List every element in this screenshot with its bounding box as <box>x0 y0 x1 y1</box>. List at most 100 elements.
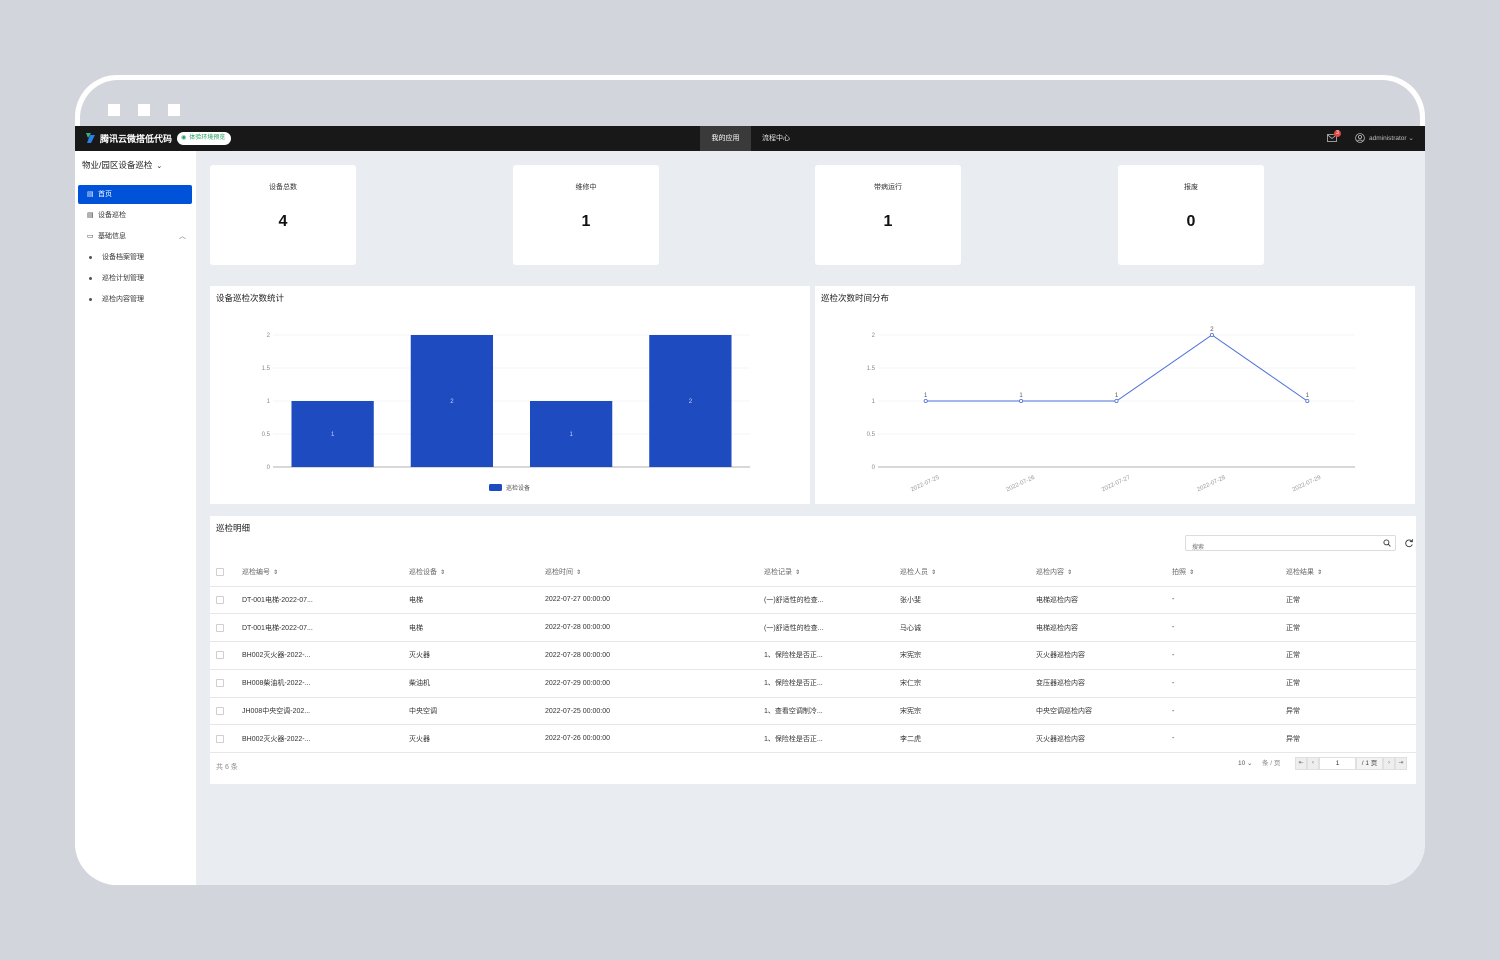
table-cell: 电梯巡检内容 <box>1036 613 1172 643</box>
sidebar-item-label: 首页 <box>98 191 112 198</box>
column-header-label: 巡检设备 <box>409 569 437 577</box>
row-checkbox[interactable] <box>216 651 224 660</box>
page-number-input[interactable]: 1 <box>1319 757 1356 770</box>
sidebar-subitem-label: 巡检内容管理 <box>102 296 144 303</box>
sort-icon[interactable]: ⇕ <box>1317 570 1323 577</box>
sort-icon[interactable]: ⇕ <box>795 570 801 577</box>
column-header[interactable]: 巡检编号 ⇕ <box>242 559 409 587</box>
column-header[interactable]: 巡检结果 ⇕ <box>1286 559 1416 587</box>
stat-label: 报废 <box>1184 184 1198 191</box>
table-row[interactable]: DT-001电梯-2022-07... 电梯 2022-07-27 00:00:… <box>210 586 1416 615</box>
row-checkbox-cell <box>210 724 242 754</box>
bar <box>649 335 732 467</box>
header-checkbox-cell <box>210 559 242 587</box>
user-menu[interactable]: administrator ⌄ <box>1369 126 1414 151</box>
y-tick-label: 1.5 <box>867 366 876 372</box>
bullet-icon <box>89 255 92 259</box>
env-preview-badge[interactable]: ◉ 体验环境预览 <box>177 132 232 145</box>
table-cell: BH008柴油机-2022-... <box>242 669 409 698</box>
chevron-down-icon: ⌄ <box>1408 135 1414 142</box>
folder-icon: ▭ <box>87 233 94 240</box>
tab-my-apps[interactable]: 我的应用 <box>700 126 751 151</box>
y-tick-label: 0 <box>267 465 271 471</box>
table-cell: BH002灭火器-2022-... <box>242 641 409 670</box>
bullet-icon <box>89 276 92 280</box>
prev-page-button[interactable]: ‹ <box>1307 757 1319 770</box>
stat-value: 1 <box>883 213 893 230</box>
row-checkbox[interactable] <box>216 679 224 688</box>
column-header[interactable]: 巡检设备 ⇕ <box>409 559 545 587</box>
stat-card-faulty-running: 带病运行 1 <box>815 165 961 265</box>
tab-process-center[interactable]: 流程中心 <box>762 135 790 142</box>
y-tick-label: 1 <box>872 399 876 405</box>
last-page-button[interactable]: ⇥ <box>1395 757 1407 770</box>
sort-icon[interactable]: ⇕ <box>931 570 937 577</box>
first-page-button[interactable]: ⇤ <box>1295 757 1307 770</box>
app-switcher[interactable]: 物业/园区设备巡检 ⌄ <box>82 159 162 171</box>
table-row[interactable]: DT-001电梯-2022-07... 电梯 2022-07-28 00:00:… <box>210 613 1416 643</box>
table-cell: 2022-07-26 00:00:00 <box>545 724 764 754</box>
window-dot <box>168 104 180 116</box>
sidebar-subitem-content[interactable]: 巡检内容管理 <box>89 294 144 304</box>
column-header[interactable]: 拍照 ⇕ <box>1172 559 1286 587</box>
column-header-label: 拍照 <box>1172 569 1186 577</box>
sidebar-subitem-device-archive[interactable]: 设备档案管理 <box>89 252 144 262</box>
table-cell: 正常 <box>1286 641 1416 670</box>
row-checkbox-cell <box>210 697 242 726</box>
sort-icon[interactable]: ⇕ <box>273 570 279 577</box>
sort-icon[interactable]: ⇕ <box>440 570 446 577</box>
x-tick-label: 2022-07-25 <box>910 475 941 494</box>
data-point <box>1114 399 1119 404</box>
table-cell: 宋仁宗 <box>900 669 1036 698</box>
table-row[interactable]: BH002灭火器-2022-... 灭火器 2022-07-28 00:00:0… <box>210 641 1416 670</box>
x-tick-label: 2022-07-27 <box>1101 475 1132 494</box>
column-header-label: 巡检结果 <box>1286 569 1314 577</box>
row-checkbox-cell <box>210 586 242 615</box>
y-tick-label: 2 <box>872 333 876 339</box>
stat-label: 设备总数 <box>269 184 297 191</box>
table-cell: 张小斐 <box>900 586 1036 615</box>
page-size-select[interactable]: 10 ⌄ <box>1238 757 1253 771</box>
page-size-unit: 条 / 页 <box>1262 760 1281 767</box>
row-checkbox[interactable] <box>216 623 224 632</box>
sidebar-subitem-plan[interactable]: 巡检计划管理 <box>89 273 144 283</box>
row-checkbox[interactable] <box>216 734 224 743</box>
table-cell: 2022-07-28 00:00:00 <box>545 641 764 670</box>
x-tick-label: 2022-07-29 <box>1292 475 1323 494</box>
total-pages: / 1 页 <box>1356 757 1383 770</box>
search-field[interactable] <box>1185 535 1396 555</box>
window-dot <box>108 104 120 116</box>
column-header[interactable]: 巡检记录 ⇕ <box>764 559 900 587</box>
table-row[interactable]: JH008中央空调-202... 中央空调 2022-07-25 00:00:0… <box>210 697 1416 726</box>
sort-icon[interactable]: ⇕ <box>1189 570 1195 577</box>
y-tick-label: 0.5 <box>262 432 271 438</box>
next-page-button[interactable]: › <box>1383 757 1395 770</box>
sort-icon[interactable]: ⇕ <box>1067 570 1073 577</box>
table-row[interactable]: BH002灭火器-2022-... 灭火器 2022-07-26 00:00:0… <box>210 724 1416 754</box>
column-header-label: 巡检记录 <box>764 569 792 577</box>
search-input[interactable] <box>1186 541 1366 555</box>
table-cell: - <box>1172 724 1286 754</box>
chevron-down-icon: ⌄ <box>1247 760 1253 767</box>
user-avatar-icon[interactable] <box>1355 133 1365 143</box>
bar-value-label: 2 <box>450 399 454 405</box>
select-all-checkbox[interactable] <box>216 568 224 577</box>
search-icon[interactable] <box>1383 539 1391 547</box>
column-header[interactable]: 巡检人员 ⇕ <box>900 559 1036 587</box>
sidebar-item-home[interactable]: ▤ 首页 <box>78 185 192 204</box>
column-header[interactable]: 巡检内容 ⇕ <box>1036 559 1172 587</box>
sidebar-item-inspection[interactable]: ▤ 设备巡检 <box>78 206 192 225</box>
page-size-value: 10 <box>1238 760 1246 767</box>
table-cell: 灭火器 <box>409 724 545 754</box>
sidebar-item-basic-info[interactable]: ▭ 基础信息 ︿ <box>78 227 192 246</box>
app-name: 物业/园区设备巡检 <box>82 160 153 170</box>
data-point <box>1305 399 1310 404</box>
refresh-icon[interactable] <box>1404 538 1414 548</box>
row-checkbox[interactable] <box>216 595 224 604</box>
x-tick-label: 2022-07-26 <box>1005 475 1036 494</box>
sort-icon[interactable]: ⇕ <box>576 570 582 577</box>
row-checkbox[interactable] <box>216 707 224 716</box>
column-header[interactable]: 巡检时间 ⇕ <box>545 559 764 587</box>
table-row[interactable]: BH008柴油机-2022-... 柴油机 2022-07-29 00:00:0… <box>210 669 1416 698</box>
table-cell: (一)舒适性的检查... <box>764 613 900 643</box>
